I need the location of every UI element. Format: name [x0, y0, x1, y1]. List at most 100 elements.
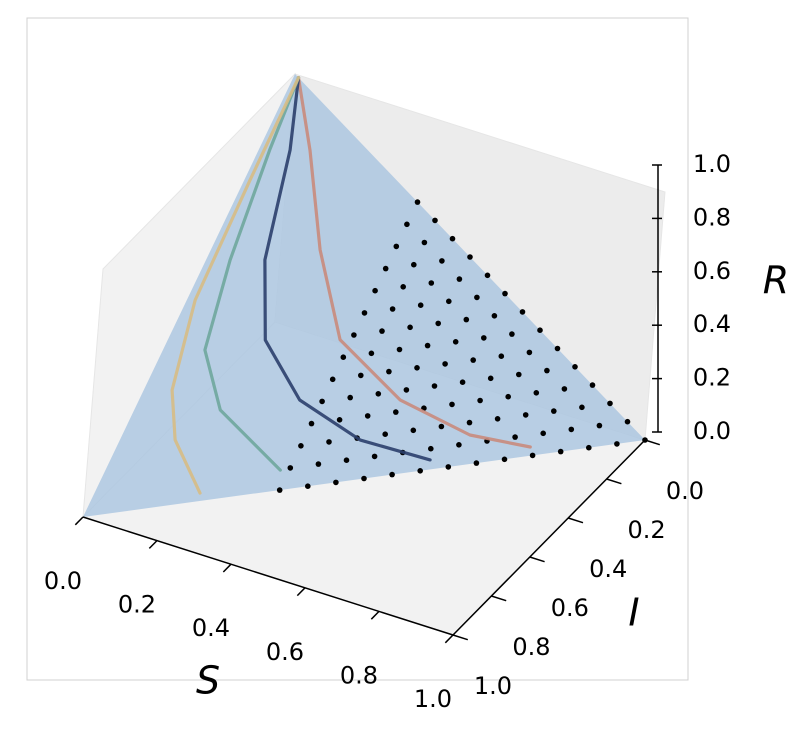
x-tick-label: 1.0	[414, 685, 452, 713]
point	[431, 383, 438, 389]
point	[537, 327, 543, 334]
point	[498, 353, 505, 360]
y-tick	[529, 556, 545, 563]
point	[410, 427, 417, 434]
point	[403, 387, 410, 393]
point	[407, 324, 413, 331]
point	[449, 235, 456, 242]
point	[586, 444, 592, 451]
x-tick	[222, 563, 232, 573]
point	[371, 453, 378, 460]
point	[477, 397, 483, 404]
point	[445, 464, 452, 470]
curve	[203, 76, 301, 472]
x-tick-label: 0.2	[118, 591, 156, 619]
panes	[82, 72, 666, 636]
point	[470, 357, 477, 363]
point	[442, 361, 448, 367]
point	[329, 376, 336, 383]
point	[389, 306, 396, 312]
point	[375, 391, 382, 397]
point	[463, 316, 470, 323]
point	[414, 365, 420, 371]
curve	[263, 76, 432, 462]
z-tick-label: 1.0	[693, 150, 731, 178]
point	[305, 483, 311, 490]
point	[368, 350, 375, 357]
x-tick	[296, 587, 306, 597]
point	[481, 335, 487, 341]
point	[579, 404, 585, 411]
point	[459, 379, 466, 386]
point	[439, 258, 445, 264]
point	[424, 342, 431, 349]
point	[435, 320, 442, 327]
point	[540, 430, 546, 437]
y-tick-label: 0.0	[666, 477, 704, 505]
point	[414, 199, 421, 205]
point	[379, 328, 385, 334]
point	[361, 310, 368, 316]
y-tick	[567, 517, 584, 524]
point	[326, 439, 332, 445]
point	[382, 431, 389, 438]
point	[516, 371, 522, 378]
point	[614, 441, 620, 447]
point	[522, 412, 529, 418]
point	[358, 372, 364, 379]
point	[400, 284, 407, 290]
point	[544, 367, 550, 374]
point	[557, 448, 564, 455]
point	[589, 382, 596, 388]
y-tick-label: 0.4	[589, 555, 627, 583]
y-tick	[491, 595, 507, 602]
point	[491, 313, 498, 319]
point	[572, 364, 578, 370]
point	[512, 434, 518, 440]
x-axis-line	[82, 516, 454, 636]
point	[428, 445, 434, 452]
point	[351, 332, 357, 338]
point	[298, 443, 304, 449]
x-tick	[370, 610, 380, 620]
point	[417, 468, 424, 474]
point	[568, 426, 575, 433]
z-tick-label: 0.2	[693, 364, 731, 392]
y-axis-label: I	[628, 591, 639, 635]
point	[554, 345, 561, 352]
point	[456, 276, 463, 282]
frame	[26, 17, 689, 681]
point	[505, 393, 512, 400]
point	[428, 280, 435, 286]
point	[474, 294, 480, 301]
point	[466, 419, 473, 426]
point	[432, 217, 438, 224]
x-tick-label: 0.0	[44, 567, 82, 595]
curve	[170, 76, 301, 495]
point	[347, 394, 354, 401]
point	[551, 408, 557, 414]
point	[333, 479, 339, 486]
point	[494, 416, 501, 422]
z-tick-label: 0.6	[693, 257, 731, 285]
point	[526, 349, 533, 356]
y-tick-label: 0.2	[628, 516, 666, 544]
z-axis-label: R	[763, 259, 789, 303]
point	[596, 422, 603, 429]
point	[411, 261, 417, 268]
y-tick-label: 1.0	[474, 672, 512, 700]
point	[364, 413, 371, 419]
point	[340, 354, 347, 361]
x-tick	[148, 540, 158, 549]
point	[642, 437, 648, 443]
point	[386, 368, 392, 375]
point	[361, 475, 367, 482]
point	[533, 390, 540, 396]
point	[509, 331, 515, 337]
y-axis-line	[452, 439, 646, 636]
point	[417, 302, 424, 309]
z-tick-label: 0.8	[693, 203, 731, 231]
x-axis-label: S	[196, 659, 220, 703]
